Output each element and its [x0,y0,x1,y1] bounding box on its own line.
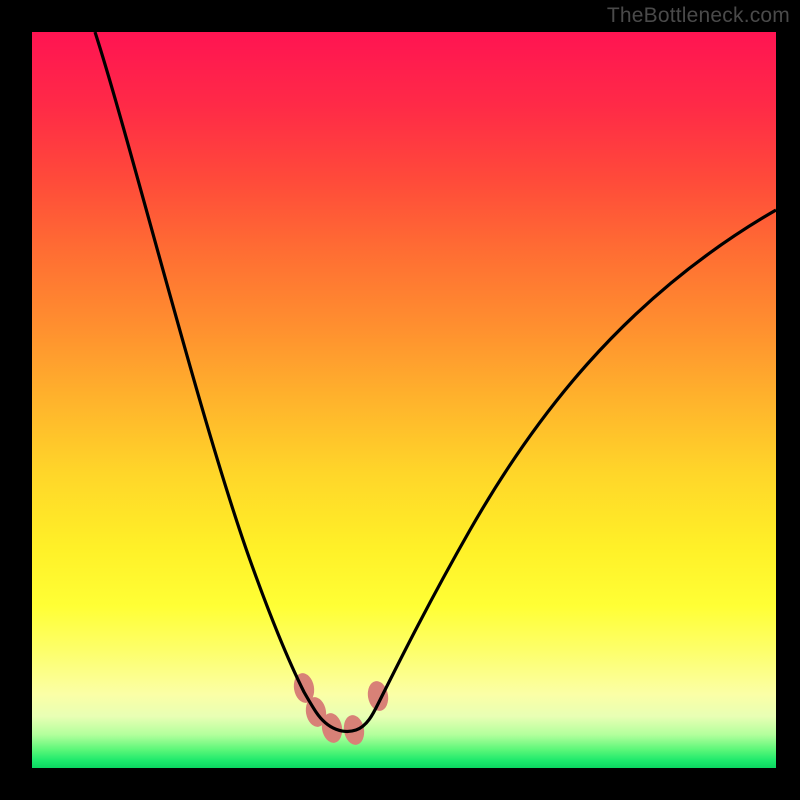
chart-container: TheBottleneck.com [0,0,800,800]
chart-svg [0,0,800,800]
watermark-text: TheBottleneck.com [607,4,790,28]
plot-background [32,32,776,768]
